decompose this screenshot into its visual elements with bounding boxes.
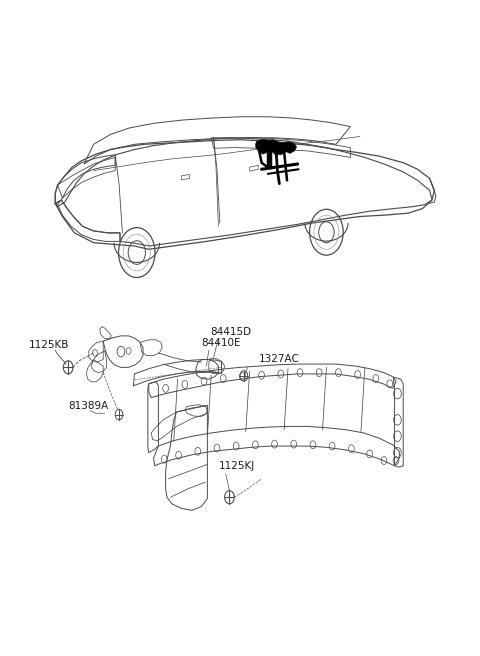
Text: 81389A: 81389A <box>69 401 109 411</box>
Polygon shape <box>281 142 297 154</box>
Text: 1125KJ: 1125KJ <box>218 461 255 471</box>
Polygon shape <box>255 139 275 154</box>
Text: 1327AC: 1327AC <box>259 354 300 364</box>
Text: 84415D: 84415D <box>210 327 252 337</box>
Text: 84410E: 84410E <box>202 338 241 348</box>
Text: 1125KB: 1125KB <box>29 340 69 350</box>
Polygon shape <box>268 140 287 155</box>
